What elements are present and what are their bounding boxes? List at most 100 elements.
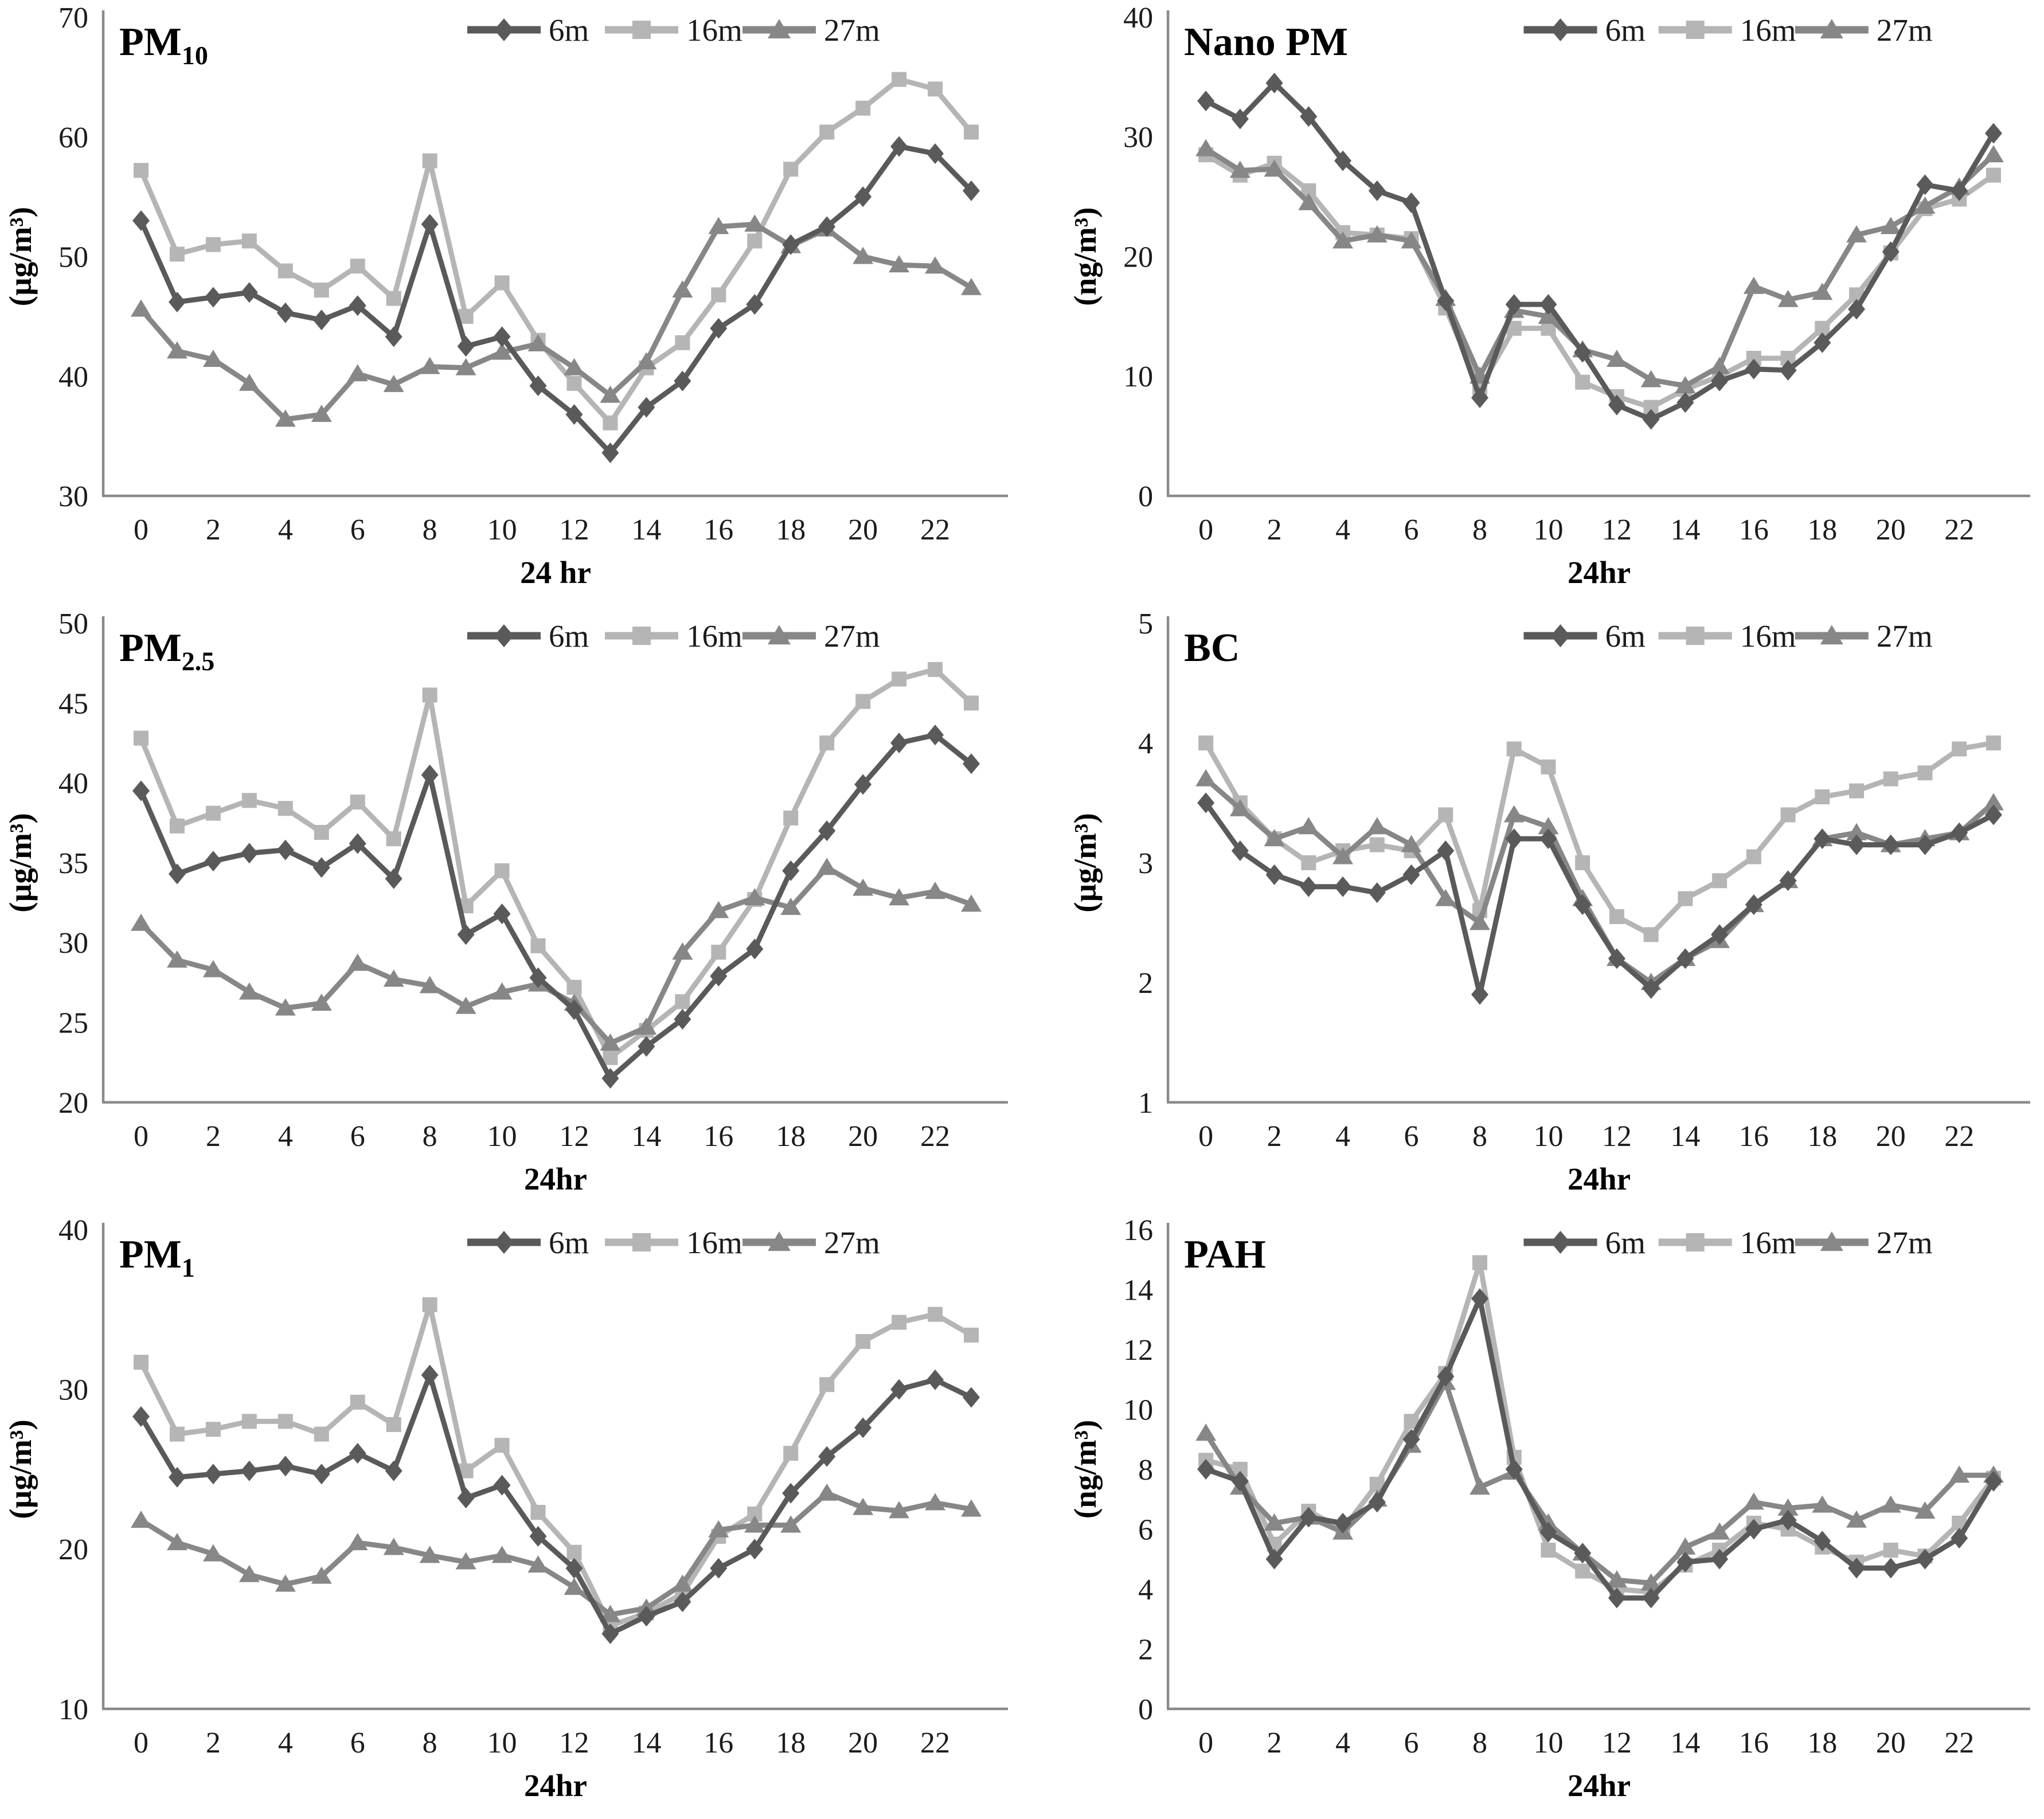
y-axis-label: (µg/m³) (3, 1419, 38, 1519)
legend-label: 6m (549, 13, 589, 48)
triangle-marker-27m (853, 247, 874, 264)
y-tick-label: 4 (1138, 727, 1153, 760)
triangle-marker-27m (564, 1578, 585, 1595)
y-tick-label: 20 (1123, 241, 1153, 274)
legend: 6m 16m 27m (467, 13, 880, 48)
diamond-marker-6m (312, 857, 330, 878)
legend-label: 16m (1740, 619, 1796, 654)
legend-square-icon (632, 627, 651, 646)
series-27m (131, 1483, 982, 1622)
triangle-marker-27m (1195, 1423, 1217, 1441)
chart-pm10: 30 40 50 60 70 0 2 4 6 8 10 12 14 16 18 20 22 (µg/m³) 24 h… (3, 2, 1008, 590)
diamond-marker-6m (1711, 924, 1729, 945)
triangle-marker-27m (925, 882, 946, 899)
diamond-marker-6m (854, 774, 872, 795)
legend-square-icon (1686, 21, 1705, 39)
series-16m (134, 1297, 979, 1633)
diamond-marker-6m (421, 1364, 439, 1386)
series-16m (134, 72, 979, 431)
legend-item-27m: 27m (742, 619, 880, 654)
legend-label: 16m (1740, 13, 1796, 48)
y-tick-label: 30 (1123, 122, 1153, 154)
diamond-marker-6m (638, 1606, 655, 1627)
x-tick-label: 10 (487, 514, 517, 546)
series-line-6m (138, 143, 974, 456)
x-tick-label: 14 (631, 1727, 661, 1759)
triangle-marker-27m (672, 942, 693, 960)
diamond-marker-6m (529, 1525, 547, 1547)
square-marker-16m (134, 730, 148, 746)
x-tick-label: 2 (1267, 1727, 1282, 1759)
diamond-marker-6m (349, 833, 366, 854)
y-tick-label: 12 (1123, 1334, 1153, 1367)
triangle-marker-27m (708, 1520, 729, 1538)
square-marker-16m (1986, 735, 2001, 750)
triangle-marker-27m (961, 1499, 982, 1517)
triangle-marker-27m (202, 1544, 224, 1562)
x-tick-label: 6 (350, 1120, 365, 1153)
x-tick-label: 0 (134, 1727, 148, 1759)
triangle-marker-27m (166, 1533, 187, 1551)
triangle-marker-27m (455, 358, 476, 375)
legend-triangle-icon (768, 625, 791, 645)
triangle-marker-27m (527, 334, 549, 351)
diamond-marker-6m (240, 1460, 258, 1481)
diamond-marker-6m (890, 1379, 908, 1400)
x-tick-label: 22 (920, 514, 950, 546)
x-tick-label: 20 (848, 514, 878, 546)
diamond-marker-6m (1402, 192, 1420, 213)
diamond-marker-6m (1779, 1509, 1797, 1531)
diamond-marker-6m (1437, 840, 1455, 862)
triangle-marker-27m (708, 217, 729, 234)
x-tick-label: 20 (848, 1727, 878, 1759)
y-tick-label: 40 (1123, 2, 1153, 34)
x-tick-label: 20 (848, 1120, 878, 1153)
legend: 6m 16m 27m (1523, 1225, 1933, 1260)
square-marker-16m (819, 1377, 835, 1392)
square-marker-16m (1643, 927, 1659, 942)
diamond-marker-6m (1471, 1288, 1489, 1309)
panel-nanopm: 0 10 20 30 40 0 2 4 6 8 10 12 14 16 18 20 22 (ng/m³) 24hr N… (1022, 0, 2044, 606)
x-tick-label: 22 (920, 1120, 950, 1153)
diamond-marker-6m (1608, 1587, 1625, 1609)
triangle-marker-27m (275, 998, 296, 1016)
diamond-marker-6m (565, 999, 583, 1020)
triangle-marker-27m (1983, 145, 2004, 163)
y-tick-label: 3 (1138, 847, 1153, 880)
x-tick-label: 20 (1876, 1120, 1906, 1153)
triangle-marker-27m (1435, 889, 1456, 906)
triangle-marker-27m (311, 993, 332, 1011)
diamond-marker-6m (710, 1558, 728, 1579)
diamond-marker-6m (204, 287, 222, 308)
x-tick-label: 4 (1335, 514, 1350, 546)
square-marker-16m (1609, 909, 1624, 924)
diamond-marker-6m (638, 1036, 655, 1057)
diamond-marker-6m (1916, 1548, 1934, 1570)
triangle-marker-27m (1812, 283, 1833, 300)
square-marker-16m (386, 831, 401, 847)
series-line-6m (139, 1372, 972, 1637)
x-tick-label: 6 (350, 1727, 365, 1759)
triangle-marker-27m (1846, 225, 1867, 242)
square-marker-16m (819, 124, 835, 140)
square-marker-16m (241, 793, 257, 808)
y-tick-label: 50 (58, 241, 88, 274)
y-tick-label: 10 (1123, 361, 1153, 393)
diamond-marker-6m (674, 370, 691, 392)
chart-title: Nano PM (1184, 20, 1348, 64)
x-tick-label: 12 (559, 514, 589, 546)
diamond-marker-6m (1368, 882, 1386, 903)
triangle-marker-27m (1298, 193, 1319, 210)
diamond-marker-6m (565, 404, 583, 425)
square-marker-16m (134, 1355, 148, 1370)
square-marker-16m (783, 162, 799, 177)
x-axis-label: 24hr (524, 1768, 587, 1803)
diamond-marker-6m (1197, 91, 1215, 112)
x-tick-label: 0 (1198, 514, 1213, 546)
legend: 6m 16m 27m (1523, 13, 1933, 48)
diamond-marker-6m (276, 1456, 294, 1477)
diamond-marker-6m (890, 136, 908, 157)
triangle-marker-27m (600, 1605, 621, 1622)
x-tick-label: 12 (1602, 514, 1632, 546)
triangle-marker-27m (1880, 1495, 1901, 1513)
